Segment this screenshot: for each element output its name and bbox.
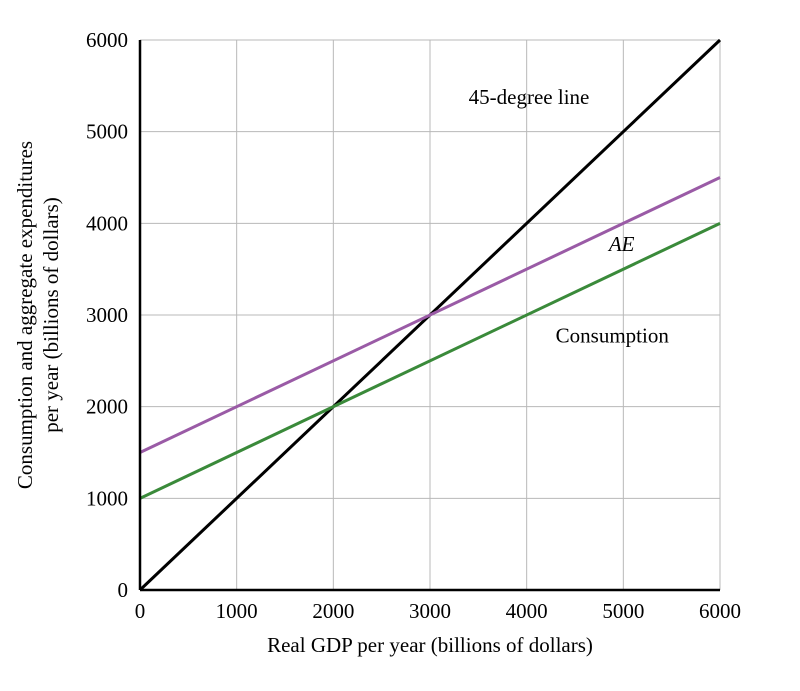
y-tick-label: 2000 xyxy=(86,395,128,419)
x-axis-label: Real GDP per year (billions of dollars) xyxy=(267,633,593,657)
x-tick-label: 0 xyxy=(135,599,146,623)
x-tick-label: 1000 xyxy=(216,599,258,623)
y-tick-label: 0 xyxy=(118,578,129,602)
fortyfive-label: 45-degree line xyxy=(469,85,590,109)
x-tick-label: 4000 xyxy=(506,599,548,623)
y-tick-label: 1000 xyxy=(86,486,128,510)
x-tick-label: 3000 xyxy=(409,599,451,623)
y-tick-label: 5000 xyxy=(86,120,128,144)
aggregate-expenditure-chart: 0 1000 2000 3000 4000 5000 6000 0 1000 2000 3000 40… xyxy=(0,0,800,691)
consumption-label: Consumption xyxy=(556,324,670,348)
y-axis-label-line2: per year (billions of dollars) xyxy=(39,197,63,433)
y-tick-label: 3000 xyxy=(86,303,128,327)
x-tick-label: 6000 xyxy=(699,599,741,623)
ae-label: AE xyxy=(607,232,635,256)
chart-svg: 0 1000 2000 3000 4000 5000 6000 0 1000 2000 3000 40… xyxy=(0,0,800,691)
y-axis-label-line1: Consumption and aggregate expenditures xyxy=(13,141,37,489)
x-tick-label: 5000 xyxy=(602,599,644,623)
x-tick-label: 2000 xyxy=(312,599,354,623)
y-tick-label: 4000 xyxy=(86,211,128,235)
y-tick-label: 6000 xyxy=(86,28,128,52)
